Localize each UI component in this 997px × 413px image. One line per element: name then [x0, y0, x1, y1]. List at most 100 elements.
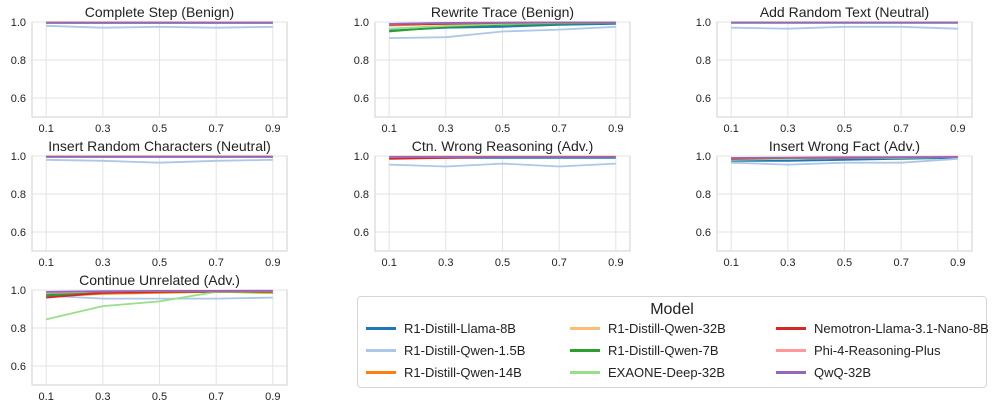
x-tick-label: 0.9	[265, 257, 280, 269]
y-tick-label: 0.8	[11, 323, 26, 335]
y-tick-label: 1.0	[354, 151, 369, 163]
panel-title: Rewrite Trace (Benign)	[431, 4, 574, 20]
legend-item-exaone-deep-32b: EXAONE-Deep-32B	[570, 363, 725, 381]
series-line-qwq-32b	[389, 21, 616, 25]
x-tick-label: 0.1	[382, 257, 397, 269]
series-line-r1-distill-qwen-1-5b	[731, 157, 958, 166]
legend-swatch	[776, 348, 806, 352]
x-tick-label: 0.3	[780, 257, 795, 269]
series-line-qwq-32b	[731, 156, 958, 159]
x-tick-label: 0.9	[608, 123, 623, 135]
x-tick-label: 0.7	[894, 123, 909, 135]
series-line-r1-distill-qwen-1-5b	[46, 294, 273, 300]
y-tick-label: 0.6	[696, 227, 711, 239]
x-tick-label: 0.1	[39, 123, 54, 135]
y-tick-label: 0.6	[11, 361, 26, 373]
x-tick-label: 0.5	[152, 257, 167, 269]
x-tick-label: 0.1	[382, 123, 397, 135]
legend-item-r1-distill-llama-8b: R1-Distill-Llama-8B	[366, 319, 516, 337]
legend-label: R1-Distill-Qwen-7B	[608, 342, 719, 358]
y-tick-label: 0.8	[11, 189, 26, 201]
x-tick-label: 0.1	[39, 391, 54, 403]
y-tick-label: 0.6	[11, 227, 26, 239]
series-line-r1-distill-qwen-1-5b	[46, 158, 273, 164]
legend-item-nemotron-llama-3-1-nano-8b: Nemotron-Llama-3.1-Nano-8B	[776, 319, 989, 337]
panel-complete-step-benign: 0.1 0.3 0.5 0.7 0.9 0.6 0.8 1.0 Complete Step (B…	[11, 4, 288, 135]
y-tick-label: 0.8	[354, 55, 369, 67]
series-line-r1-distill-qwen-1-5b	[389, 25, 616, 39]
y-tick-label: 0.8	[354, 189, 369, 201]
y-tick-label: 0.6	[696, 93, 711, 105]
legend-item-r1-distill-qwen-1-5b: R1-Distill-Qwen-1.5B	[366, 341, 525, 359]
y-tick-label: 1.0	[696, 17, 711, 29]
y-tick-label: 0.8	[696, 55, 711, 67]
panel-insert-random-characters-neutral: 0.1 0.3 0.5 0.7 0.9 0.6 0.8 1.0 Insert Random Ch…	[11, 138, 288, 269]
x-tick-label: 0.3	[438, 257, 453, 269]
legend-label: R1-Distill-Qwen-1.5B	[404, 342, 526, 358]
y-tick-label: 1.0	[354, 17, 369, 29]
legend-item-qwq-32b: QwQ-32B	[776, 363, 871, 381]
panel-title: Add Random Text (Neutral)	[760, 4, 929, 20]
x-tick-label: 0.7	[894, 257, 909, 269]
x-tick-label: 0.9	[608, 257, 623, 269]
panel-title: Insert Random Characters (Neutral)	[48, 138, 271, 154]
panel-title: Continue Unrelated (Adv.)	[79, 272, 240, 288]
panel-continue-unrelated-adv: 0.1 0.3 0.5 0.7 0.9 0.6 0.8 1.0 Continue Unrelat…	[11, 272, 288, 403]
x-tick-label: 0.3	[95, 123, 110, 135]
x-tick-label: 0.5	[837, 257, 852, 269]
y-tick-label: 1.0	[11, 151, 26, 163]
x-tick-label: 0.3	[438, 123, 453, 135]
x-tick-label: 0.7	[209, 123, 224, 135]
legend-swatch	[366, 370, 396, 374]
panel-title: Insert Wrong Fact (Adv.)	[769, 138, 920, 154]
series-line-qwq-32b	[46, 289, 273, 293]
legend-swatch	[776, 326, 806, 330]
x-tick-label: 0.9	[265, 123, 280, 135]
legend-title: Model	[650, 301, 694, 318]
x-tick-label: 0.1	[724, 257, 739, 269]
y-tick-label: 0.6	[11, 93, 26, 105]
x-tick-label: 0.5	[152, 123, 167, 135]
legend-item-r1-distill-qwen-14b: R1-Distill-Qwen-14B	[366, 363, 522, 381]
panel-add-random-text-neutral: 0.1 0.3 0.5 0.7 0.9 0.6 0.8 1.0 Add Random Text …	[696, 4, 973, 135]
x-tick-label: 0.5	[495, 123, 510, 135]
x-tick-label: 0.1	[724, 123, 739, 135]
legend-item-phi-4-reasoning-plus: Phi-4-Reasoning-Plus	[776, 341, 940, 359]
legend: Model R1-Distill-Llama-8B R1-Distill-Qwen…	[357, 296, 989, 388]
x-tick-label: 0.3	[95, 391, 110, 403]
y-tick-label: 0.6	[354, 227, 369, 239]
series-line-r1-distill-qwen-1-5b	[731, 25, 958, 30]
legend-label: R1-Distill-Qwen-32B	[608, 320, 726, 336]
x-tick-label: 0.3	[780, 123, 795, 135]
y-tick-label: 0.8	[696, 189, 711, 201]
legend-label: R1-Distill-Llama-8B	[404, 320, 516, 336]
panel-ctn-wrong-reasoning-adv: 0.1 0.3 0.5 0.7 0.9 0.6 0.8 1.0 Ctn. Wrong Reaso…	[354, 138, 631, 269]
y-tick-label: 0.6	[354, 93, 369, 105]
panel-insert-wrong-fact-adv: 0.1 0.3 0.5 0.7 0.9 0.6 0.8 1.0 Insert Wrong Fac…	[696, 138, 973, 269]
legend-item-r1-distill-qwen-32b: R1-Distill-Qwen-32B	[570, 319, 726, 337]
x-tick-label: 0.9	[950, 123, 965, 135]
legend-swatch	[570, 370, 600, 374]
legend-swatch	[776, 370, 806, 374]
y-tick-label: 1.0	[11, 285, 26, 297]
series-line-r1-distill-llama-8b	[731, 157, 958, 162]
legend-swatch	[366, 326, 396, 330]
legend-swatch	[570, 326, 600, 330]
x-tick-label: 0.9	[950, 257, 965, 269]
panel-title: Ctn. Wrong Reasoning (Adv.)	[412, 138, 594, 154]
x-tick-label: 0.5	[837, 123, 852, 135]
x-tick-label: 0.5	[152, 391, 167, 403]
x-tick-label: 0.7	[552, 123, 567, 135]
y-tick-label: 0.8	[11, 55, 26, 67]
panel-title: Complete Step (Benign)	[85, 4, 234, 20]
legend-swatch	[570, 348, 600, 352]
legend-label: R1-Distill-Qwen-14B	[404, 364, 522, 380]
x-tick-label: 0.7	[209, 391, 224, 403]
y-tick-label: 1.0	[11, 17, 26, 29]
series-line-r1-distill-qwen-1-5b	[389, 162, 616, 168]
legend-item-r1-distill-qwen-7b: R1-Distill-Qwen-7B	[570, 341, 719, 359]
x-tick-label: 0.5	[495, 257, 510, 269]
legend-label: EXAONE-Deep-32B	[608, 364, 726, 380]
series-line-r1-distill-qwen-1-5b	[46, 24, 273, 29]
